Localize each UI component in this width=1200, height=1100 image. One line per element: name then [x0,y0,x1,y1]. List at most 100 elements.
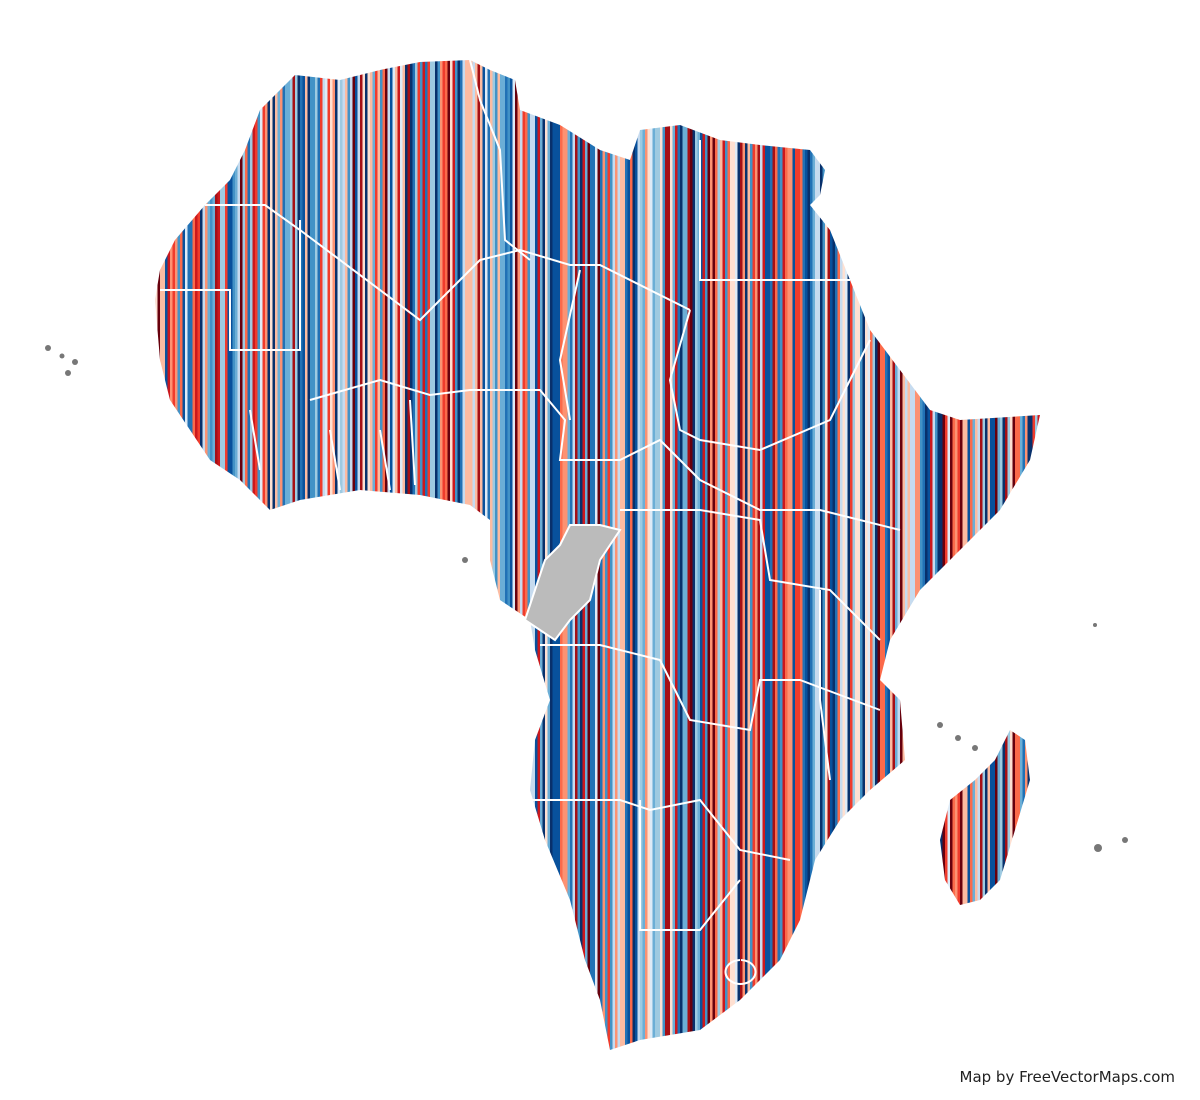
stripe [200,60,203,1050]
stripe [900,60,903,1050]
stripe [855,60,858,1050]
stripe [1030,60,1033,1050]
stripe [227,60,231,1050]
stripe [930,60,933,1050]
stripe [332,60,336,1050]
stripe [950,60,953,1050]
stripe [330,60,333,1050]
stripe [970,60,973,1050]
islands [45,345,1128,852]
stripe [625,60,628,1050]
stripe [302,60,306,1050]
stripe [827,60,831,1050]
stripe [877,60,881,1050]
stripe [480,60,483,1050]
stripe [980,60,983,1050]
stripe [852,60,856,1050]
stripe [1025,60,1028,1050]
stripe [170,60,173,1050]
stripe [285,60,288,1050]
stripe [272,60,276,1050]
stripe [195,60,198,1050]
stripe [155,60,158,1050]
stripe [770,60,773,1050]
stripe [175,60,178,1050]
stripe [287,60,291,1050]
stripe [485,60,488,1050]
stripe [277,60,281,1050]
stripe [697,60,701,1050]
stripe [185,60,188,1050]
stripe [807,60,811,1050]
stripe [1048,50,1051,1060]
stripe [490,60,493,1050]
stripe [417,60,421,1050]
stripe [337,60,341,1050]
stripe [400,60,403,1050]
stripe [220,60,223,1050]
stripe [202,60,206,1050]
stripe [267,60,271,1050]
stripe [362,60,366,1050]
stripe [982,60,986,1050]
stripe [732,60,736,1050]
stripe [372,60,376,1050]
stripe [507,60,511,1050]
stripe [817,60,821,1050]
stripe [465,60,468,1050]
stripe [237,60,241,1050]
stripe [427,60,431,1050]
stripe [620,60,623,1050]
stripe [675,60,678,1050]
stripe [1000,60,1003,1050]
stripe [742,60,746,1050]
stripe [650,60,653,1050]
stripe [720,60,723,1050]
stripe [1005,60,1008,1050]
stripe [442,60,446,1050]
stripe [207,60,211,1050]
stripe [880,60,883,1050]
stripe [305,60,308,1050]
stripe [727,60,731,1050]
stripe [942,60,946,1050]
stripe [797,60,801,1050]
stripe [960,60,963,1050]
stripe [477,60,481,1050]
stripe [387,60,391,1050]
stripe [365,60,368,1050]
stripe [992,60,996,1050]
stripe [1045,50,1048,1060]
stripe [665,60,668,1050]
stripe [612,60,616,1050]
stripe [542,60,546,1050]
stripe [242,60,246,1050]
stripe [947,60,951,1050]
stripe [407,60,411,1050]
stripe [445,60,448,1050]
stripe [812,60,816,1050]
stripe [475,60,478,1050]
stripe [505,60,508,1050]
stripe [225,60,228,1050]
stripe [615,60,618,1050]
stripe [282,60,286,1050]
stripe [482,60,486,1050]
stripe [755,60,758,1050]
stripe [437,60,441,1050]
stripe [715,60,718,1050]
stripe [747,60,751,1050]
stripe [160,60,163,1050]
stripe [497,60,501,1050]
stripe [640,60,643,1050]
stripe [860,60,863,1050]
stripe [327,60,331,1050]
stripe [290,60,293,1050]
stripe [187,60,191,1050]
stripe [255,60,258,1050]
stripe [722,60,726,1050]
stripe [260,60,263,1050]
stripe [707,60,711,1050]
stripe [782,60,786,1050]
